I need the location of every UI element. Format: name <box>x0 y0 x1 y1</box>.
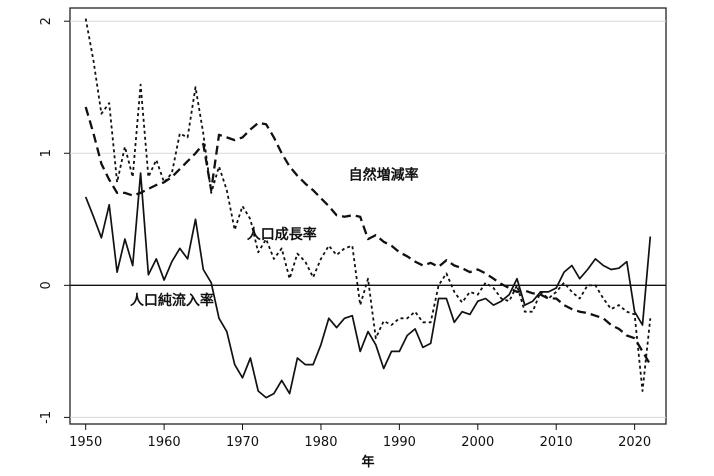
x-tick-label: 2010 <box>540 435 573 450</box>
y-tick-label: -1 <box>39 411 54 424</box>
series-line-solid <box>84 172 652 399</box>
x-tick-label: 1980 <box>304 435 337 450</box>
x-tick-label: 2020 <box>618 435 651 450</box>
x-tick-label: 2000 <box>461 435 494 450</box>
x-tick-label: 1990 <box>383 435 416 450</box>
x-tick-label: 1950 <box>69 435 102 450</box>
y-tick-label: 0 <box>39 281 54 289</box>
y-tick-label: 1 <box>39 149 54 157</box>
series-lines <box>84 18 652 399</box>
series-label-dashed: 自然増減率 <box>349 167 419 184</box>
x-tick-label: 1970 <box>226 435 259 450</box>
series-label-dotted: 人口成長率 <box>247 226 317 243</box>
series-label-solid: 人口純流入率 <box>130 292 214 309</box>
axes: -1 0 1 2 1950 1960 1970 1980 1990 2000 2010 2020 <box>39 17 651 450</box>
x-tick-label: 1960 <box>148 435 181 450</box>
y-tick-label: 2 <box>39 17 54 25</box>
series-line-dotted <box>84 18 652 392</box>
x-axis-title: 年 <box>361 454 374 470</box>
plot-frame <box>69 7 667 425</box>
series-line-dashed <box>84 106 652 366</box>
grid-lines <box>70 20 666 418</box>
